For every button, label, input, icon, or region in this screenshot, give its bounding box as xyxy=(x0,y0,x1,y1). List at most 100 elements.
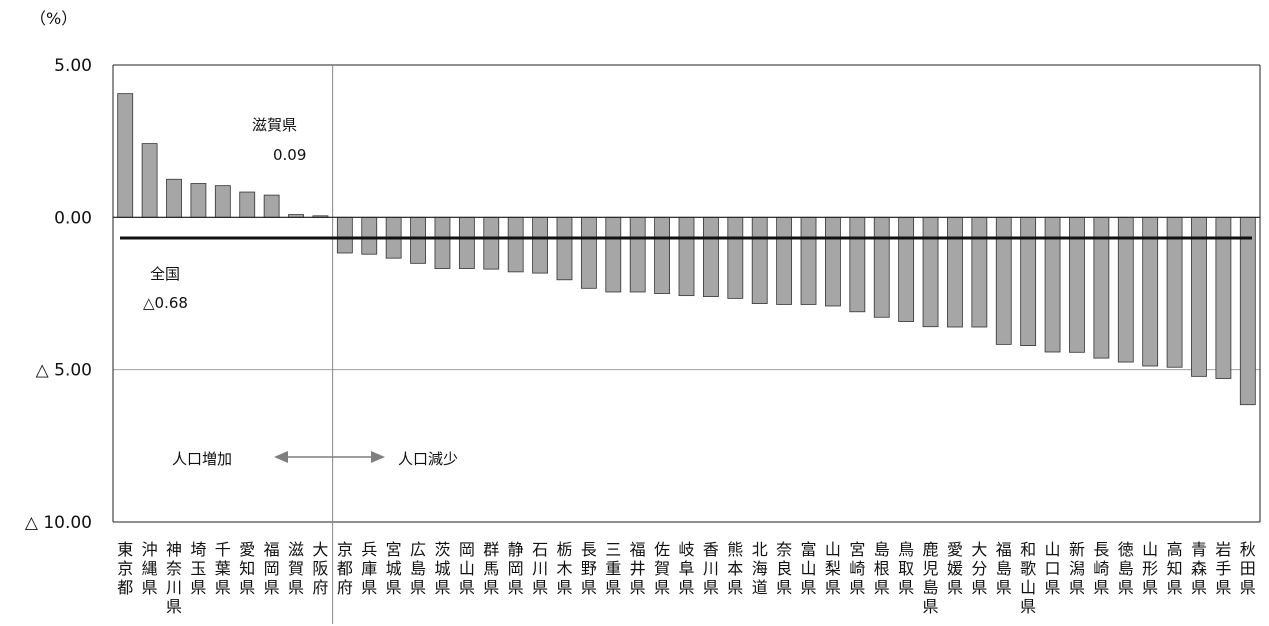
bar-23 xyxy=(678,216,695,297)
x-tick-label-10: 兵庫県 xyxy=(361,540,377,597)
bar-44 xyxy=(1191,216,1207,377)
x-tick-label-21: 福井県 xyxy=(630,540,646,597)
bar-36 xyxy=(995,216,1012,345)
bar-20 xyxy=(605,216,622,293)
annotation-name: 滋賀県 xyxy=(252,116,297,134)
bar-45 xyxy=(1215,216,1232,379)
bar-32 xyxy=(898,216,915,322)
bar-33 xyxy=(922,216,939,328)
x-tick-label-0: 東京都 xyxy=(117,540,133,597)
x-tick-label-37: 和歌山県 xyxy=(1020,540,1036,616)
bar-31 xyxy=(873,216,890,318)
x-tick-label-41: 徳島県 xyxy=(1118,540,1134,597)
x-tick-label-19: 長野県 xyxy=(581,540,597,597)
bar-28 xyxy=(800,216,817,305)
bar-1 xyxy=(141,143,158,218)
x-tick-label-5: 愛知県 xyxy=(239,540,255,597)
x-axis-labels: 東京都沖縄県神奈川県埼玉県千葉県愛知県福岡県滋賀県大阪府京都府兵庫県宮城県広島県… xyxy=(117,540,1256,616)
bar-15 xyxy=(483,216,500,270)
bar-29 xyxy=(825,216,841,307)
x-tick-label-29: 山梨県 xyxy=(825,540,841,597)
bar-26 xyxy=(751,216,768,304)
x-tick-label-38: 山口県 xyxy=(1045,540,1061,597)
direction-arrow xyxy=(274,451,385,463)
x-tick-label-33: 鹿児島県 xyxy=(923,540,939,616)
y-tick-label-1: 0.00 xyxy=(54,208,92,228)
x-tick-label-4: 千葉県 xyxy=(215,540,231,597)
y-axis-ticks: 5.00 0.00 △ 5.00 △ 10.00 xyxy=(25,56,92,533)
x-tick-label-7: 滋賀県 xyxy=(288,540,304,597)
x-tick-label-23: 岐阜県 xyxy=(678,540,694,597)
bar-35 xyxy=(971,216,988,328)
x-tick-label-28: 富山県 xyxy=(801,540,817,597)
y-tick-label-3: △ 10.00 xyxy=(25,513,92,533)
x-tick-label-17: 石川県 xyxy=(532,540,548,597)
bar-24 xyxy=(703,216,719,297)
national-value: △0.68 xyxy=(143,294,188,312)
x-tick-label-46: 秋田県 xyxy=(1240,540,1256,597)
bar-21 xyxy=(629,216,646,293)
bar-3 xyxy=(190,183,207,218)
bar-27 xyxy=(776,216,793,305)
x-tick-label-11: 宮城県 xyxy=(386,540,402,597)
bar-5 xyxy=(239,191,256,218)
x-tick-label-6: 福岡県 xyxy=(264,540,280,597)
x-tick-label-24: 香川県 xyxy=(703,540,719,597)
y-tick-label-0: 5.00 xyxy=(54,56,92,76)
x-tick-label-20: 三重県 xyxy=(605,540,621,597)
bar-18 xyxy=(556,216,573,281)
x-tick-label-18: 栃木県 xyxy=(556,540,572,597)
bar-16 xyxy=(507,216,524,273)
bar-14 xyxy=(458,216,475,269)
x-tick-label-9: 京都府 xyxy=(337,540,353,597)
x-tick-label-16: 静岡県 xyxy=(508,540,524,597)
x-tick-label-15: 群馬県 xyxy=(483,540,499,597)
bar-10 xyxy=(361,216,378,255)
x-tick-label-14: 岡山県 xyxy=(459,540,475,597)
x-tick-label-45: 岩手県 xyxy=(1215,540,1231,597)
x-tick-label-44: 青森県 xyxy=(1191,540,1207,597)
x-tick-label-42: 山形県 xyxy=(1142,540,1158,597)
bar-4 xyxy=(214,185,231,218)
x-tick-label-26: 北海道 xyxy=(752,540,768,597)
x-tick-label-2: 神奈川県 xyxy=(166,540,182,616)
bar-12 xyxy=(410,216,426,264)
x-tick-label-32: 鳥取県 xyxy=(898,540,914,597)
y-tick-label-2: △ 5.00 xyxy=(36,361,92,381)
bar-13 xyxy=(434,216,451,269)
increase-label: 人口増加 xyxy=(172,450,232,468)
x-tick-label-25: 熊本県 xyxy=(727,540,743,597)
bar-17 xyxy=(532,216,548,274)
x-tick-label-13: 茨城県 xyxy=(434,540,450,597)
bar-19 xyxy=(580,216,597,289)
bar-25 xyxy=(727,216,744,299)
x-tick-label-34: 愛媛県 xyxy=(947,540,963,597)
bar-46 xyxy=(1239,216,1256,406)
bar-42 xyxy=(1142,216,1159,367)
bar-2 xyxy=(166,178,182,218)
x-tick-label-30: 宮崎県 xyxy=(849,540,865,597)
x-tick-label-27: 奈良県 xyxy=(776,540,792,597)
x-tick-label-3: 埼玉県 xyxy=(190,540,206,597)
bar-30 xyxy=(849,216,866,313)
bars xyxy=(113,93,1260,406)
x-tick-label-31: 島根県 xyxy=(874,540,890,597)
x-tick-label-35: 大分県 xyxy=(971,540,987,597)
x-tick-label-22: 佐賀県 xyxy=(654,540,670,597)
x-tick-label-1: 沖縄県 xyxy=(142,540,158,597)
x-tick-label-39: 新潟県 xyxy=(1069,540,1085,597)
x-tick-label-43: 高知県 xyxy=(1167,540,1183,597)
national-label: 全国 xyxy=(150,265,180,283)
x-tick-label-8: 大阪府 xyxy=(312,540,328,597)
bar-0 xyxy=(117,93,134,218)
x-tick-label-12: 広島県 xyxy=(410,540,426,597)
bar-22 xyxy=(654,216,670,294)
x-tick-label-40: 長崎県 xyxy=(1093,540,1109,597)
decrease-label: 人口減少 xyxy=(398,450,458,468)
bar-6 xyxy=(263,194,280,218)
bar-9 xyxy=(336,216,353,254)
bar-34 xyxy=(947,216,963,328)
bar-43 xyxy=(1166,216,1183,368)
annotation-value: 0.09 xyxy=(273,146,306,164)
